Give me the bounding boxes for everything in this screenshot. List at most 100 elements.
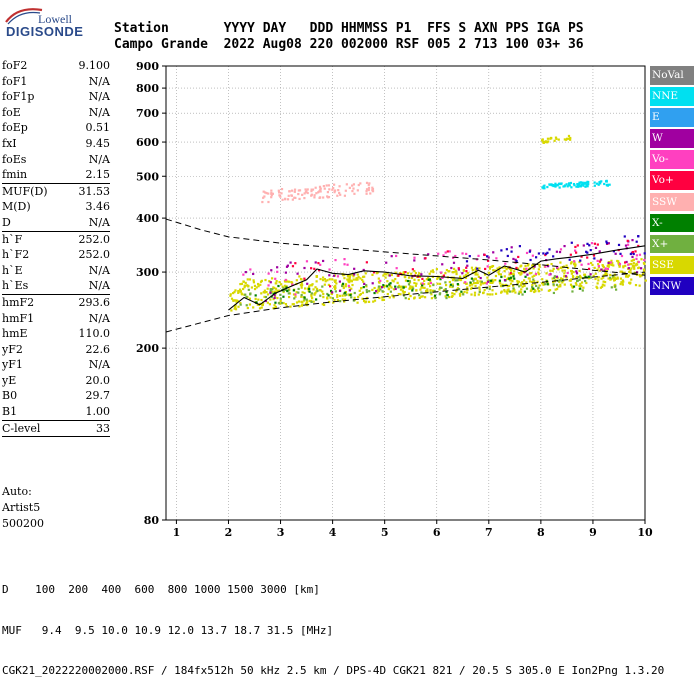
echo-mark-sse <box>619 270 622 273</box>
echo-mark-sse <box>643 270 646 273</box>
echo-mark-sse <box>301 291 304 294</box>
echo-mark-sse <box>425 278 428 281</box>
echo-mark-x <box>293 297 296 300</box>
echo-mark-x <box>402 286 405 289</box>
echo-mark-sse <box>526 264 530 267</box>
echo-mark-sse <box>358 289 361 292</box>
echo-mark-sse <box>613 276 616 279</box>
echo-mark-sse <box>430 293 433 296</box>
logo-digisonde-text: DIGISONDE <box>6 24 84 39</box>
echo-mark-ssw <box>306 191 309 195</box>
echo-mark-sse <box>451 283 454 286</box>
echo-mark-sse <box>240 282 243 285</box>
echo-mark-sse <box>524 269 527 273</box>
echo-mark-sse <box>574 282 578 285</box>
echo-mark-w <box>362 268 365 272</box>
echo-mark-sse <box>453 293 456 296</box>
echo-mark-sse <box>489 266 492 269</box>
echo-mark-sse <box>243 284 246 287</box>
echo-mark-ssw <box>281 198 284 201</box>
echo-mark-sse <box>229 294 232 297</box>
echo-mark-sse <box>453 277 456 281</box>
echo-mark-sse <box>323 303 326 307</box>
echo-mark-sse <box>413 297 416 300</box>
echo-mark-x <box>282 289 286 292</box>
echo-mark-sse <box>280 283 283 286</box>
echo-mark-sse <box>632 262 635 265</box>
echo-mark-nne <box>568 184 571 187</box>
echo-mark-w <box>547 265 550 268</box>
echo-mark-sse <box>608 263 611 266</box>
echo-mark-nne <box>572 182 576 186</box>
echo-mark-sse <box>448 285 452 288</box>
echo-mark-w <box>269 291 272 294</box>
echo-mark-sse <box>252 279 255 282</box>
echo-mark-sse <box>273 290 277 294</box>
echo-mark-sse <box>378 296 381 300</box>
echo-mark-w <box>492 251 495 254</box>
echo-mark-sse <box>287 295 291 299</box>
echo-mark-w <box>514 258 517 261</box>
echo-mark-sse <box>458 278 461 281</box>
echo-mark-sse <box>389 284 392 288</box>
echo-mark-ssw <box>318 185 322 188</box>
echo-mark-w <box>487 280 490 283</box>
echo-mark-sse <box>235 300 238 303</box>
echo-mark-sse <box>390 273 393 277</box>
echo-mark-ssw <box>270 194 273 197</box>
echo-mark-sse <box>624 275 628 278</box>
echo-mark-sse <box>410 272 413 275</box>
echo-mark-w <box>284 271 287 274</box>
echo-mark-sse <box>528 272 531 275</box>
x-tick-label: 6 <box>433 526 441 539</box>
echo-mark-ssw <box>318 196 321 199</box>
echo-mark-sse <box>431 269 434 272</box>
param-value: 31.53 <box>78 184 111 198</box>
echo-mark-w <box>427 253 430 256</box>
echo-mark-sse <box>511 290 514 293</box>
echo-mark-vo <box>452 256 455 259</box>
echo-mark-vo <box>347 284 350 287</box>
echo-mark-sse <box>348 274 352 277</box>
echo-mark-sse <box>616 277 619 280</box>
echo-mark-sse <box>546 140 549 144</box>
echo-mark-x <box>350 296 353 299</box>
echo-mark-sse <box>454 269 457 272</box>
echo-mark-sse <box>419 288 422 291</box>
echo-mark-x <box>581 289 584 292</box>
echo-mark-sse <box>520 271 523 274</box>
echo-mark-sse <box>323 277 326 281</box>
echo-mark-x <box>352 299 355 302</box>
echo-mark-vo <box>346 263 349 266</box>
echo-mark-nne <box>563 184 567 187</box>
echo-mark-sse <box>486 293 489 296</box>
echo-mark-vo <box>504 262 507 265</box>
echo-mark-x <box>277 302 281 305</box>
echo-mark-x <box>285 286 288 289</box>
echo-mark-x <box>513 277 516 280</box>
echo-mark-vo <box>442 254 445 257</box>
echo-mark-sse <box>491 281 494 284</box>
echo-mark-w <box>631 255 634 259</box>
y-tick-label: 200 <box>136 342 159 355</box>
echo-mark-sse <box>310 293 313 296</box>
echo-mark-sse <box>571 286 574 289</box>
echo-mark-sse <box>266 293 270 296</box>
echo-mark-sse <box>596 282 599 285</box>
echo-mark-nnw <box>632 252 635 256</box>
echo-mark-sse <box>488 293 492 296</box>
echo-mark-nne <box>582 184 585 187</box>
y-tick-label: 700 <box>136 107 159 120</box>
echo-mark-sse <box>640 274 643 277</box>
echo-mark-sse <box>312 300 315 303</box>
echo-mark-sse <box>237 289 240 293</box>
echo-mark-ssw <box>331 188 334 191</box>
echo-mark-sse <box>311 297 314 300</box>
echo-mark-nne <box>576 185 579 188</box>
echo-mark-sse <box>588 277 591 280</box>
echo-mark-sse <box>351 273 354 276</box>
echo-mark-vo <box>574 249 577 252</box>
echo-mark-x <box>297 287 300 291</box>
param-row: C-level 33 <box>2 421 110 437</box>
echo-mark-ssw <box>326 195 329 198</box>
